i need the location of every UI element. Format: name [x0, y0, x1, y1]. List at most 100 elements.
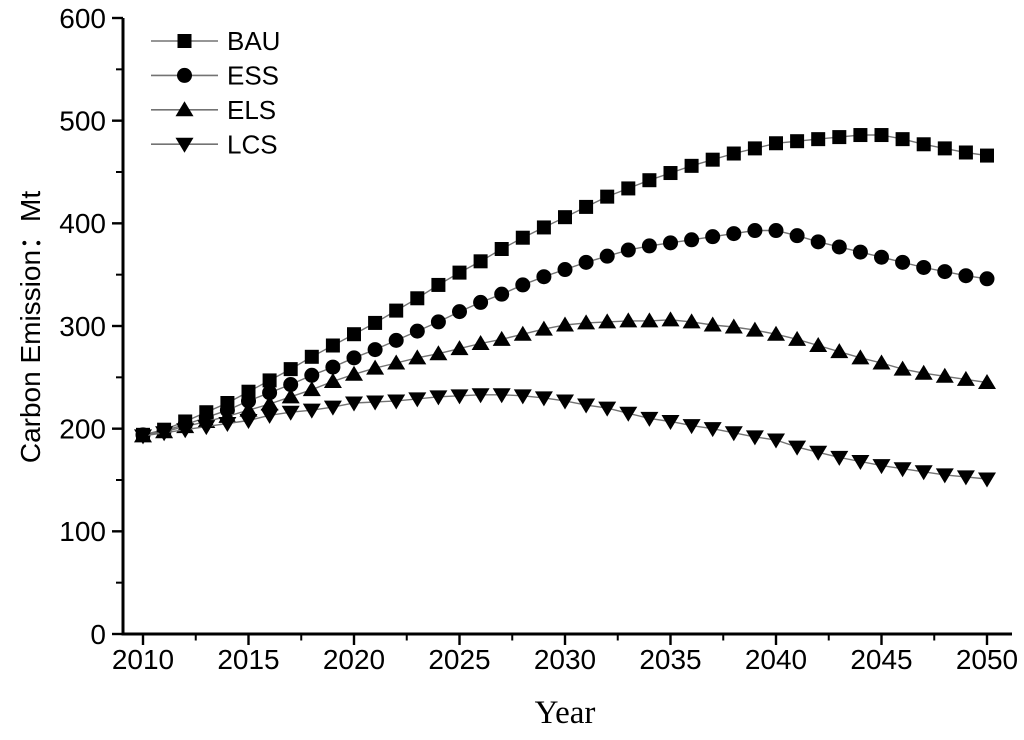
triangle-down-marker-lcs	[978, 472, 996, 488]
triangle-down-marker-lcs	[956, 470, 975, 486]
square-marker-bau	[895, 132, 910, 147]
square-marker-bau	[389, 303, 404, 318]
circle-marker-ess	[768, 223, 784, 239]
circle-marker-ess	[430, 314, 446, 330]
y-tick-label: 200	[59, 413, 106, 444]
square-marker-bau	[958, 145, 973, 160]
y-tick-label: 300	[59, 311, 106, 342]
y-tick-label: 0	[90, 619, 106, 650]
triangle-up-marker-els	[682, 313, 701, 329]
triangle-down-marker-lcs	[598, 401, 617, 417]
square-marker-bau	[558, 210, 572, 225]
triangle-up-marker-els	[323, 372, 342, 388]
square-marker-bau	[790, 134, 805, 149]
triangle-up-marker-els	[935, 367, 954, 383]
square-marker-bau	[304, 349, 319, 364]
triangle-up-marker-els	[408, 349, 427, 365]
triangle-down-marker-lcs	[935, 468, 954, 484]
square-marker-bau	[600, 189, 615, 204]
triangle-down-marker-lcs	[429, 390, 448, 406]
circle-marker-ess	[452, 304, 467, 320]
triangle-down-marker-lcs	[745, 430, 764, 446]
triangle-up-marker-els	[767, 325, 785, 341]
circle-icon	[177, 67, 192, 83]
triangle-down-marker-lcs	[281, 405, 300, 421]
triangle-down-marker-lcs	[471, 388, 490, 404]
square-marker-bau	[347, 327, 361, 342]
square-marker-bau	[663, 166, 678, 181]
circle-marker-ess	[937, 264, 953, 280]
triangle-up-marker-els	[492, 330, 511, 346]
square-marker-bau	[621, 181, 636, 196]
triangle-up-marker-els	[703, 316, 722, 332]
square-marker-bau	[747, 141, 762, 156]
triangle-up-marker-els	[534, 320, 553, 336]
triangle-down-marker-lcs	[408, 392, 427, 408]
triangle-down-marker-lcs	[556, 394, 574, 410]
y-tick-label: 100	[59, 516, 106, 547]
circle-marker-ess	[557, 262, 573, 278]
triangle-up-marker-els	[978, 373, 996, 389]
triangle-down-marker-lcs	[872, 459, 891, 475]
triangle-down-icon	[175, 137, 194, 153]
square-marker-bau	[916, 137, 931, 152]
triangle-down-marker-lcs	[809, 445, 828, 461]
square-marker-bau	[515, 230, 530, 245]
x-tick-label: 2030	[534, 644, 596, 675]
triangle-down-marker-lcs	[450, 389, 469, 405]
circle-marker-ess	[346, 350, 362, 366]
square-marker-bau	[368, 315, 383, 330]
triangle-up-marker-els	[619, 312, 638, 328]
square-marker-bau	[705, 152, 720, 167]
triangle-down-marker-lcs	[345, 396, 363, 412]
triangle-up-marker-els	[598, 313, 617, 329]
circle-marker-ess	[241, 393, 256, 409]
x-tick-label: 2015	[217, 644, 279, 675]
circle-marker-ess	[304, 367, 320, 383]
x-tick-label: 2025	[428, 644, 490, 675]
triangle-down-marker-lcs	[366, 395, 385, 411]
legend-item-els: ELS	[151, 95, 276, 125]
triangle-up-marker-els	[745, 321, 764, 337]
triangle-down-marker-lcs	[703, 422, 722, 438]
legend-label-els: ELS	[227, 95, 276, 125]
circle-marker-ess	[831, 239, 847, 255]
triangle-down-marker-lcs	[323, 400, 342, 416]
square-marker-bau	[980, 148, 994, 163]
triangle-up-marker-els	[872, 354, 891, 370]
triangle-up-marker-els	[556, 316, 574, 332]
triangle-down-marker-lcs	[134, 429, 152, 445]
triangle-up-marker-els	[450, 340, 469, 356]
circle-marker-ess	[810, 234, 826, 250]
triangle-up-marker-els	[893, 360, 912, 376]
square-marker-bau	[262, 373, 277, 388]
triangle-down-marker-lcs	[893, 462, 912, 478]
x-axis-title: Year	[535, 695, 596, 731]
triangle-up-marker-els	[429, 345, 448, 361]
triangle-down-marker-lcs	[914, 465, 933, 481]
circle-marker-ess	[916, 259, 932, 275]
legend-item-bau: BAU	[151, 26, 280, 56]
legend-item-ess: ESS	[151, 61, 279, 91]
triangle-down-marker-lcs	[387, 394, 406, 410]
triangle-down-marker-lcs	[767, 433, 785, 449]
triangle-up-marker-els	[640, 312, 659, 328]
triangle-up-marker-els	[830, 343, 849, 359]
circle-marker-ess	[895, 254, 911, 270]
triangle-up-marker-els	[345, 365, 363, 381]
triangle-up-marker-els	[914, 364, 933, 380]
square-marker-bau	[473, 254, 488, 269]
y-tick-label: 500	[59, 105, 106, 136]
square-marker-bau	[937, 141, 952, 156]
circle-marker-ess	[789, 228, 805, 244]
y-tick-label: 400	[59, 208, 106, 239]
triangle-up-marker-els	[239, 401, 258, 417]
triangle-up-marker-els	[724, 318, 743, 334]
triangle-down-marker-lcs	[534, 391, 553, 407]
circle-marker-ess	[473, 294, 489, 310]
triangle-down-marker-lcs	[239, 413, 258, 429]
triangle-down-marker-lcs	[619, 406, 638, 422]
square-marker-bau	[325, 338, 340, 353]
triangle-up-marker-els	[281, 388, 300, 404]
square-marker-bau	[283, 362, 298, 377]
